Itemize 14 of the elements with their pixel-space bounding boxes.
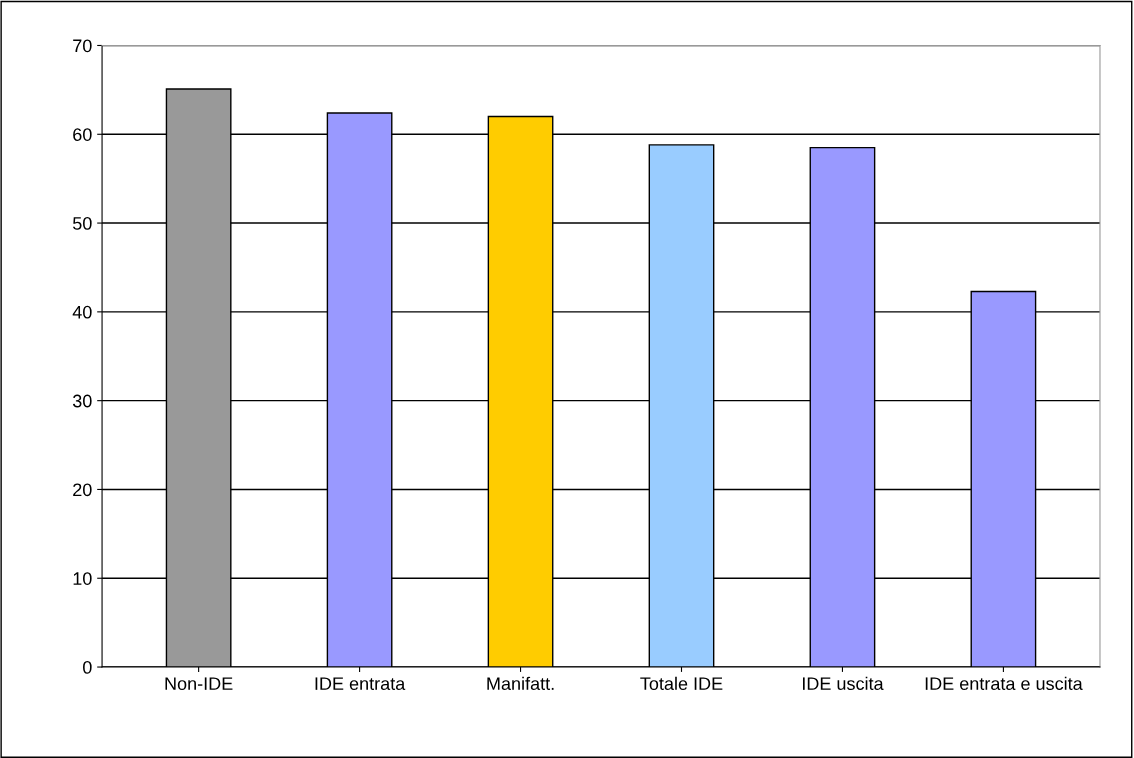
x-tick-label: IDE entrata — [315, 677, 406, 691]
x-tick-label: IDE uscita — [802, 676, 884, 691]
x-tick-label: IDE entrata e uscita — [925, 676, 1083, 691]
x-tick-label: Manifatt. — [487, 676, 554, 691]
y-tick-label: 40 — [72, 305, 92, 319]
y-tick-label: 60 — [73, 128, 92, 141]
y-tick-label: 10 — [73, 572, 92, 585]
y-tick-label: 20 — [73, 483, 92, 497]
y-tick-label: 0 — [83, 660, 92, 674]
y-tick-label: 50 — [72, 217, 92, 230]
y-tick-label: 70 — [73, 39, 92, 53]
y-tick-label: 30 — [72, 394, 92, 408]
x-tick-label: Non-IDE — [165, 677, 233, 691]
x-tick-label: Totale IDE — [640, 676, 723, 691]
